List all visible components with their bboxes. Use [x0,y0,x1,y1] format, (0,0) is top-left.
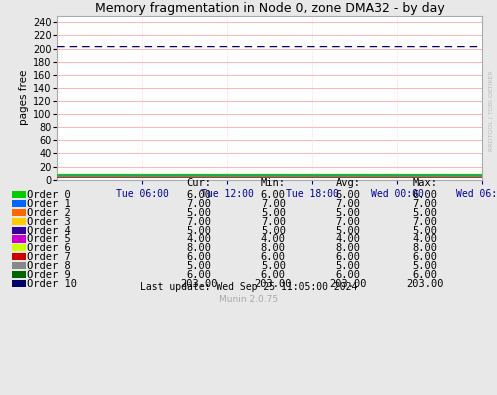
Text: 6.00: 6.00 [261,270,286,280]
Text: 6.00: 6.00 [413,270,437,280]
Text: 4.00: 4.00 [261,235,286,245]
Text: Order 2: Order 2 [27,208,71,218]
Text: 7.00: 7.00 [186,217,211,227]
Text: 6.00: 6.00 [186,190,211,200]
Text: Order 9: Order 9 [27,270,71,280]
Text: 7.00: 7.00 [261,199,286,209]
Y-axis label: pages free: pages free [19,70,29,126]
Text: Munin 2.0.75: Munin 2.0.75 [219,295,278,304]
Text: 7.00: 7.00 [335,217,360,227]
Text: Order 8: Order 8 [27,261,71,271]
Text: Last update: Wed Sep 25 11:05:00 2024: Last update: Wed Sep 25 11:05:00 2024 [140,282,357,292]
Text: 8.00: 8.00 [186,243,211,253]
Text: 203.00: 203.00 [329,278,367,289]
Text: 5.00: 5.00 [186,261,211,271]
Text: 6.00: 6.00 [261,190,286,200]
Text: 8.00: 8.00 [413,243,437,253]
Text: Min:: Min: [261,179,286,188]
Text: Cur:: Cur: [186,179,211,188]
Text: 6.00: 6.00 [186,252,211,262]
Text: Order 7: Order 7 [27,252,71,262]
Text: 5.00: 5.00 [261,261,286,271]
Text: 8.00: 8.00 [261,243,286,253]
Text: 7.00: 7.00 [413,217,437,227]
Text: 5.00: 5.00 [335,208,360,218]
Text: 5.00: 5.00 [261,226,286,235]
Text: 6.00: 6.00 [335,270,360,280]
Text: 7.00: 7.00 [261,217,286,227]
Text: Order 5: Order 5 [27,235,71,245]
Text: 5.00: 5.00 [261,208,286,218]
Text: 6.00: 6.00 [413,252,437,262]
Text: 5.00: 5.00 [186,208,211,218]
Text: 5.00: 5.00 [186,226,211,235]
Text: Order 1: Order 1 [27,199,71,209]
Text: Avg:: Avg: [335,179,360,188]
Text: 203.00: 203.00 [406,278,444,289]
Text: Order 3: Order 3 [27,217,71,227]
Text: Order 4: Order 4 [27,226,71,235]
Title: Memory fragmentation in Node 0, zone DMA32 - by day: Memory fragmentation in Node 0, zone DMA… [95,2,444,15]
Text: Order 6: Order 6 [27,243,71,253]
Text: 8.00: 8.00 [335,243,360,253]
Text: 6.00: 6.00 [335,252,360,262]
Text: 5.00: 5.00 [413,226,437,235]
Text: 203.00: 203.00 [254,278,292,289]
Text: RRDTOOL / TOBI OETIKER: RRDTOOL / TOBI OETIKER [489,70,494,151]
Text: 4.00: 4.00 [186,235,211,245]
Text: 7.00: 7.00 [335,199,360,209]
Text: 5.00: 5.00 [413,261,437,271]
Text: Order 10: Order 10 [27,278,78,289]
Text: 5.00: 5.00 [335,226,360,235]
Text: Order 0: Order 0 [27,190,71,200]
Text: 203.00: 203.00 [180,278,218,289]
Text: 5.00: 5.00 [413,208,437,218]
Text: 4.00: 4.00 [413,235,437,245]
Text: Max:: Max: [413,179,437,188]
Text: 7.00: 7.00 [413,199,437,209]
Text: 5.00: 5.00 [335,261,360,271]
Text: 7.00: 7.00 [186,199,211,209]
Text: 4.00: 4.00 [335,235,360,245]
Text: 6.00: 6.00 [261,252,286,262]
Text: 6.00: 6.00 [413,190,437,200]
Text: 6.00: 6.00 [186,270,211,280]
Text: 6.00: 6.00 [335,190,360,200]
